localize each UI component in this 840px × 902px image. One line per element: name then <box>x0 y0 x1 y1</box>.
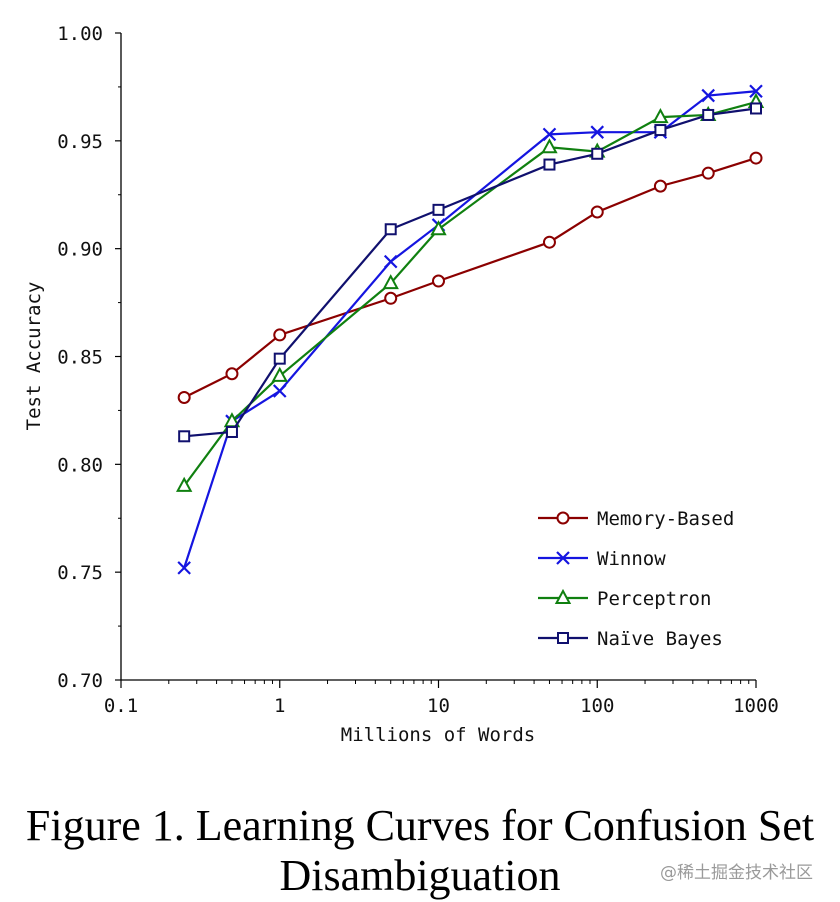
marker-square <box>178 430 191 443</box>
watermark: @稀土掘金技术社区 <box>660 863 813 883</box>
marker-triangle <box>554 588 572 604</box>
figure-caption-line-2: Disambiguation <box>279 851 561 900</box>
axes: 0.70 0.75 0.80 0.85 0.90 0.95 1.00 0.1 1 10 100 100… <box>57 23 779 717</box>
marker-triangle <box>271 366 288 382</box>
marker-square <box>750 102 762 115</box>
y-tick-label: 0.95 <box>57 131 103 153</box>
y-axis-label: Test Accuracy <box>23 282 45 431</box>
series-perceptron <box>175 92 765 492</box>
marker-x-stroke <box>542 127 557 142</box>
x-tick-label: 100 <box>580 695 614 717</box>
marker-circle <box>177 390 191 404</box>
legend-label: Memory-Based <box>597 508 734 530</box>
y-tick-label: 1.00 <box>57 23 103 45</box>
figure-caption-line-1: Figure 1. Learning Curves for Confusion … <box>25 801 815 850</box>
series-line <box>183 90 757 569</box>
marker-x <box>590 125 605 139</box>
marker-x-stroke <box>556 551 570 565</box>
marker-circle <box>273 328 287 342</box>
marker-circle <box>701 166 715 180</box>
marker-x-stroke <box>749 84 763 99</box>
marker-circle <box>590 205 604 219</box>
marker-circle <box>384 291 398 305</box>
marker-square <box>654 124 667 137</box>
marker-x <box>701 88 715 103</box>
y-tick-label: 0.90 <box>57 239 103 261</box>
marker-x-stroke <box>272 384 287 398</box>
marker-circle <box>749 151 763 165</box>
series-line <box>183 100 757 487</box>
marker-square <box>543 158 556 171</box>
y-tick-label: 0.80 <box>57 454 103 476</box>
y-tick-label: 0.75 <box>57 562 103 584</box>
marker-square <box>432 203 445 216</box>
marker-square <box>273 352 286 365</box>
marker-x-stroke <box>383 254 398 269</box>
marker-x-stroke <box>590 125 605 139</box>
marker-square <box>702 108 715 121</box>
legend: Memory-Based Winnow Perceptron Naïve Bayes <box>538 508 734 650</box>
legend-label: Naïve Bayes <box>597 628 723 650</box>
legend-label: Winnow <box>597 548 666 570</box>
marker-triangle <box>382 274 399 290</box>
marker-circle <box>556 511 570 525</box>
x-tick-label: 1000 <box>733 695 779 717</box>
marker-triangle <box>175 476 193 492</box>
marker-circle <box>542 235 556 249</box>
marker-circle <box>225 367 239 381</box>
learning-curves-chart: 0.70 0.75 0.80 0.85 0.90 0.95 1.00 0.1 1 10 100 100… <box>23 23 779 746</box>
marker-x <box>556 551 570 565</box>
marker-square <box>591 147 604 160</box>
legend-entry: Perceptron <box>538 588 711 610</box>
legend-entry: Naïve Bayes <box>538 628 723 650</box>
marker-x-stroke <box>177 561 191 575</box>
series-na-ve-bayes <box>178 102 762 443</box>
y-tick-label: 0.85 <box>57 347 103 369</box>
series-winnow <box>177 84 763 575</box>
marker-x <box>542 127 557 142</box>
marker-x <box>272 384 287 398</box>
marker-x <box>177 561 191 575</box>
marker-circle <box>653 179 667 193</box>
series-layer <box>175 84 765 575</box>
x-tick-label: 0.1 <box>104 695 138 717</box>
series-line <box>184 107 757 438</box>
x-axis-label: Millions of Words <box>341 724 535 746</box>
series-memory-based <box>177 151 763 404</box>
y-tick-label: 0.70 <box>57 670 103 692</box>
marker-triangle <box>430 220 447 236</box>
marker-square <box>225 425 238 438</box>
marker-triangle <box>652 108 669 124</box>
legend-entry: Winnow <box>538 548 666 570</box>
marker-x <box>749 84 763 99</box>
marker-circle <box>432 274 445 288</box>
x-tick-label: 10 <box>427 695 450 717</box>
marker-square <box>384 223 397 236</box>
legend-label: Perceptron <box>597 588 711 610</box>
marker-square <box>557 632 569 644</box>
marker-x-stroke <box>701 88 715 103</box>
series-line <box>183 157 757 399</box>
marker-x <box>383 254 398 269</box>
marker-triangle <box>541 138 558 154</box>
legend-entry: Memory-Based <box>538 508 734 530</box>
x-tick-label: 1 <box>274 695 285 717</box>
